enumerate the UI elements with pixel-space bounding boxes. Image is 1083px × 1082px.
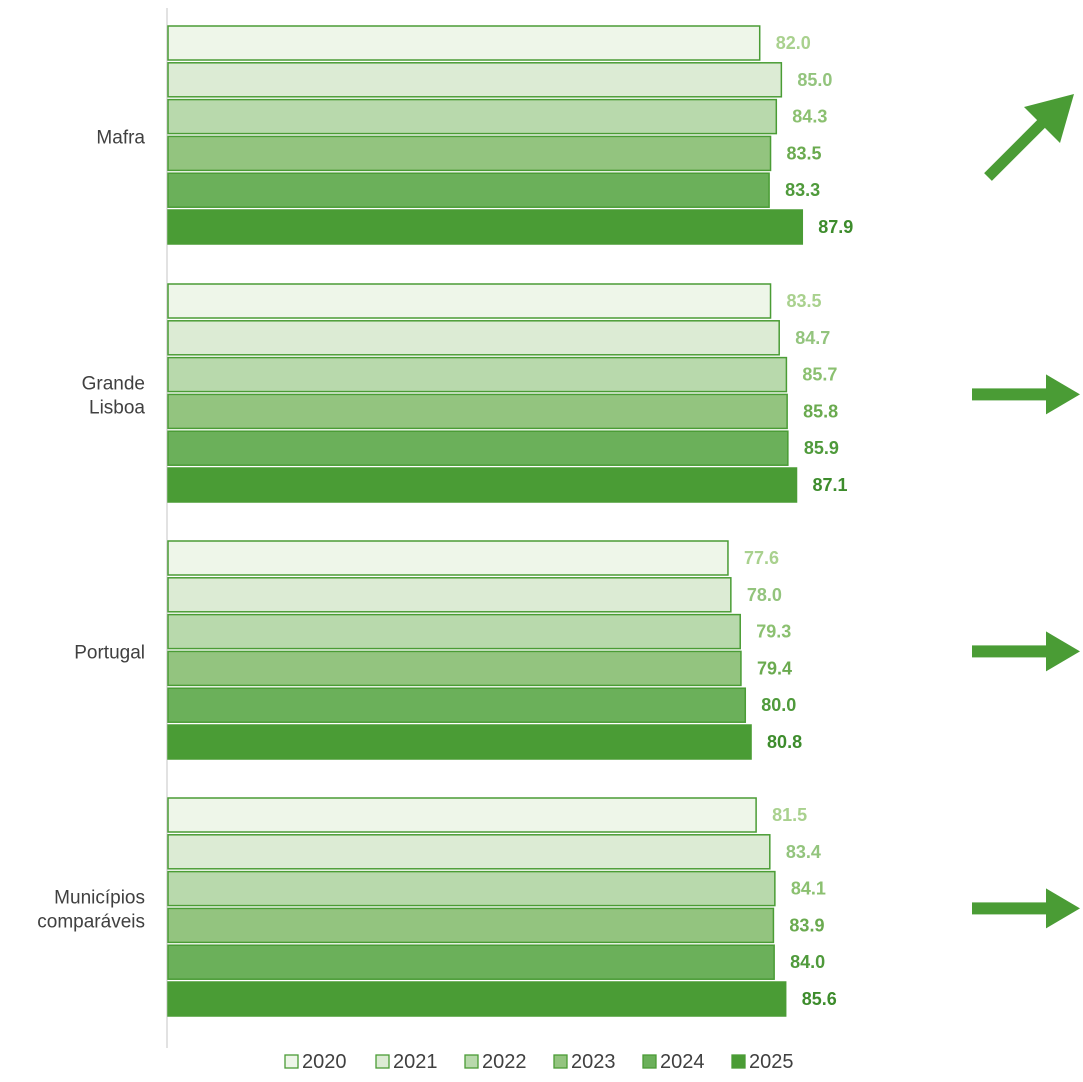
bar: [167, 981, 787, 1017]
trend-right-arrow-icon: [972, 888, 1080, 929]
trend-up-arrow-icon: [984, 94, 1074, 181]
value-label: 83.3: [785, 180, 820, 200]
trend-right-arrow-icon: [972, 374, 1080, 415]
bar: [167, 870, 776, 907]
bar: [167, 613, 741, 650]
value-label: 77.6: [744, 548, 779, 568]
bar: [167, 25, 761, 61]
legend-label: 2023: [571, 1051, 616, 1073]
value-label: 84.0: [790, 952, 825, 972]
bar: [167, 577, 732, 613]
value-label: 85.7: [802, 365, 837, 385]
value-label: 79.4: [757, 658, 792, 678]
category-label-3: Municípios comparáveis: [37, 887, 145, 932]
category-label-1: Grande Lisboa: [82, 373, 146, 418]
value-label: 87.9: [818, 217, 853, 237]
value-label: 84.3: [792, 107, 827, 127]
category-label-line: Grande: [82, 373, 145, 394]
value-label: 85.8: [803, 401, 838, 421]
bar: [167, 62, 783, 98]
bar: [167, 209, 804, 245]
bar: [167, 907, 775, 944]
legend-swatch: [731, 1054, 746, 1069]
legend-swatch: [642, 1054, 657, 1069]
value-label: 83.5: [787, 143, 822, 163]
category-label-line: Lisboa: [89, 397, 145, 418]
bar: [167, 650, 742, 687]
legend-label: 2021: [393, 1051, 438, 1073]
legend-swatch: [284, 1054, 299, 1069]
bar: [167, 430, 789, 466]
trend-right-arrow-icon: [972, 631, 1080, 672]
bar: [167, 467, 798, 503]
value-label: 84.1: [791, 879, 826, 899]
bar: [167, 944, 775, 980]
legend-swatch: [464, 1054, 479, 1069]
value-label: 85.0: [797, 70, 832, 90]
value-label: 87.1: [813, 475, 848, 495]
category-label-0: Mafra: [96, 127, 145, 148]
bar: [167, 135, 772, 172]
value-label: 80.0: [761, 695, 796, 715]
value-label: 85.6: [802, 989, 837, 1009]
bar: [167, 356, 788, 393]
value-label: 83.5: [787, 291, 822, 311]
legend-label: 2022: [482, 1051, 527, 1073]
category-label-line: comparáveis: [37, 911, 145, 932]
bar: [167, 797, 757, 833]
category-label-2: Portugal: [74, 642, 145, 663]
bar: [167, 172, 770, 208]
value-label: 80.8: [767, 732, 802, 752]
value-label: 81.5: [772, 805, 807, 825]
category-label-line: Portugal: [74, 642, 145, 663]
bar: [167, 98, 778, 135]
legend-swatch: [375, 1054, 390, 1069]
bar: [167, 834, 771, 870]
value-label: 83.9: [789, 915, 824, 935]
bar: [167, 283, 772, 319]
legend-swatch: [553, 1054, 568, 1069]
bar: [167, 540, 729, 576]
legend-label: 2024: [660, 1051, 705, 1073]
category-label-line: Mafra: [96, 127, 145, 148]
legend-label: 2020: [302, 1051, 347, 1073]
value-label: 83.4: [786, 842, 821, 862]
value-label: 79.3: [756, 622, 791, 642]
value-label: 78.0: [747, 585, 782, 605]
value-label: 84.7: [795, 328, 830, 348]
category-label-line: Municípios: [54, 887, 145, 908]
bar: [167, 320, 780, 356]
bar: [167, 393, 788, 430]
bar: [167, 687, 747, 723]
value-label: 85.9: [804, 438, 839, 458]
legend-label: 2025: [749, 1051, 794, 1073]
bar: [167, 724, 752, 760]
value-label: 82.0: [776, 33, 811, 53]
